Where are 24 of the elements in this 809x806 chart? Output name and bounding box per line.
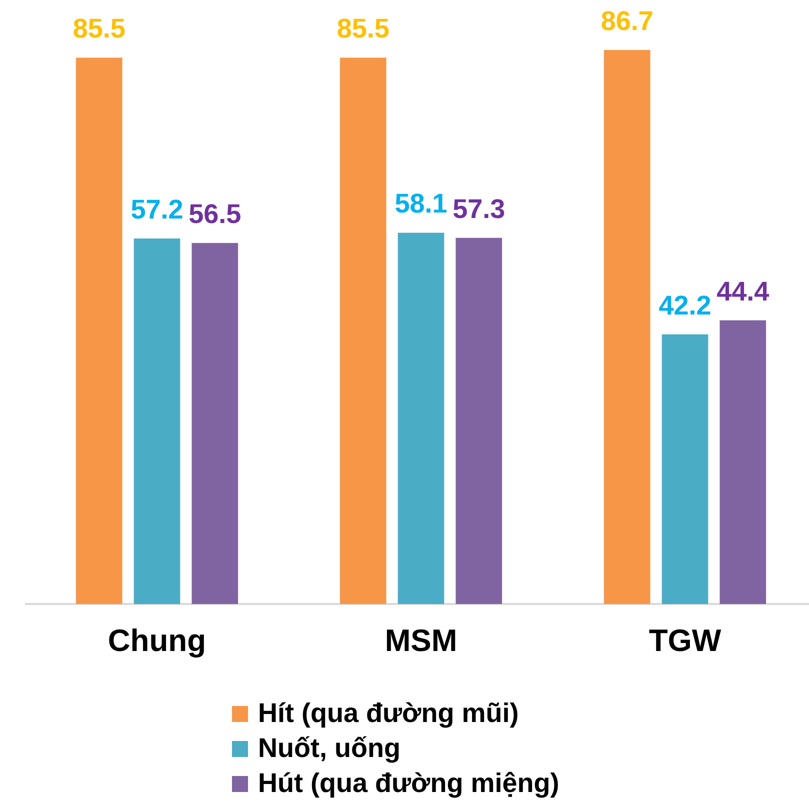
bar — [456, 238, 502, 604]
data-label: 58.1 — [394, 188, 448, 219]
legend-label: Hút (qua đường miệng) — [258, 768, 560, 798]
x-tick-label: TGW — [648, 623, 722, 658]
bar — [398, 232, 444, 604]
bar — [720, 320, 766, 604]
bar — [604, 50, 650, 604]
data-label: 85.5 — [72, 14, 126, 44]
data-label: 42.2 — [658, 290, 712, 320]
data-label: 56.5 — [188, 198, 242, 229]
x-tick-label: MSM — [384, 623, 458, 658]
data-label: 86.7 — [600, 6, 654, 36]
bar — [134, 238, 180, 604]
data-label: 57.3 — [452, 194, 506, 224]
data-label: 44.4 — [716, 276, 770, 306]
bar — [192, 242, 238, 604]
data-label: 85.5 — [336, 14, 390, 44]
bar — [662, 334, 708, 604]
data-label: 57.2 — [130, 194, 184, 224]
legend-label: Hít (qua đường mũi) — [258, 698, 519, 728]
legend-label: Nuốt, uống — [258, 733, 400, 763]
x-tick-label: Chung — [108, 623, 206, 658]
bar — [340, 58, 386, 604]
bar — [76, 58, 122, 604]
